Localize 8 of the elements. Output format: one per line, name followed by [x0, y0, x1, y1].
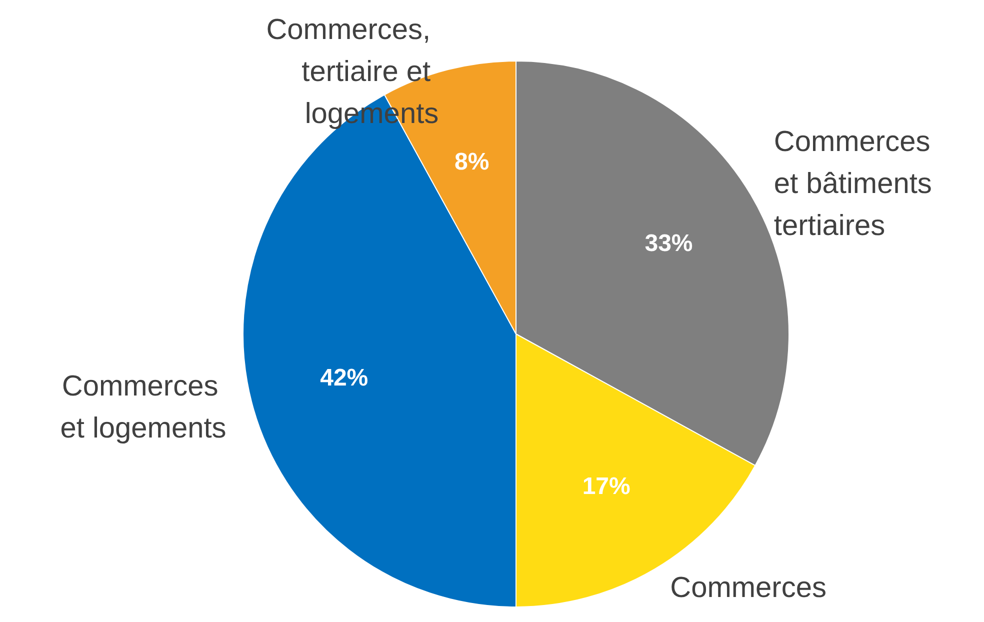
slice-label: Commerces, tertiaire et logements	[266, 14, 439, 130]
data-label: 8%	[454, 148, 490, 176]
data-label: 33%	[644, 230, 693, 258]
data-label: 17%	[582, 473, 630, 500]
slice-label: Commerces et logements	[60, 370, 226, 444]
slice-label: Commerces	[670, 572, 826, 604]
data-label: 42%	[320, 364, 368, 392]
slice-label: Commerces et bâtiments tertiaires	[774, 126, 940, 242]
